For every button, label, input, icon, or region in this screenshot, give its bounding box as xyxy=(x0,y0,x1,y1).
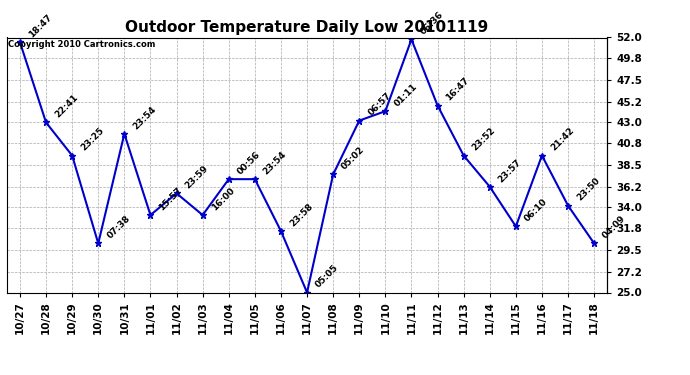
Text: 06:36: 06:36 xyxy=(418,10,445,37)
Text: 23:58: 23:58 xyxy=(288,202,315,228)
Text: 23:54: 23:54 xyxy=(262,150,288,176)
Text: 23:59: 23:59 xyxy=(184,164,210,190)
Text: 23:52: 23:52 xyxy=(471,126,497,153)
Text: 16:00: 16:00 xyxy=(210,186,236,212)
Text: 06:57: 06:57 xyxy=(366,91,393,118)
Text: 23:25: 23:25 xyxy=(79,126,106,153)
Text: 07:38: 07:38 xyxy=(105,214,132,241)
Text: 16:47: 16:47 xyxy=(444,76,471,103)
Text: Copyright 2010 Cartronics.com: Copyright 2010 Cartronics.com xyxy=(8,40,155,49)
Text: 01:11: 01:11 xyxy=(393,82,419,108)
Text: 06:10: 06:10 xyxy=(523,197,549,223)
Text: 22:41: 22:41 xyxy=(53,93,79,120)
Text: 18:47: 18:47 xyxy=(27,13,54,39)
Title: Outdoor Temperature Daily Low 20101119: Outdoor Temperature Daily Low 20101119 xyxy=(126,20,489,35)
Text: 23:54: 23:54 xyxy=(131,104,158,131)
Text: 23:57: 23:57 xyxy=(497,157,524,184)
Text: 05:05: 05:05 xyxy=(314,263,340,290)
Text: 04:09: 04:09 xyxy=(601,214,628,241)
Text: 15:57: 15:57 xyxy=(157,186,184,212)
Text: 21:42: 21:42 xyxy=(549,126,575,153)
Text: 05:02: 05:02 xyxy=(340,145,366,172)
Text: 23:50: 23:50 xyxy=(575,176,602,203)
Text: 00:56: 00:56 xyxy=(236,150,262,176)
